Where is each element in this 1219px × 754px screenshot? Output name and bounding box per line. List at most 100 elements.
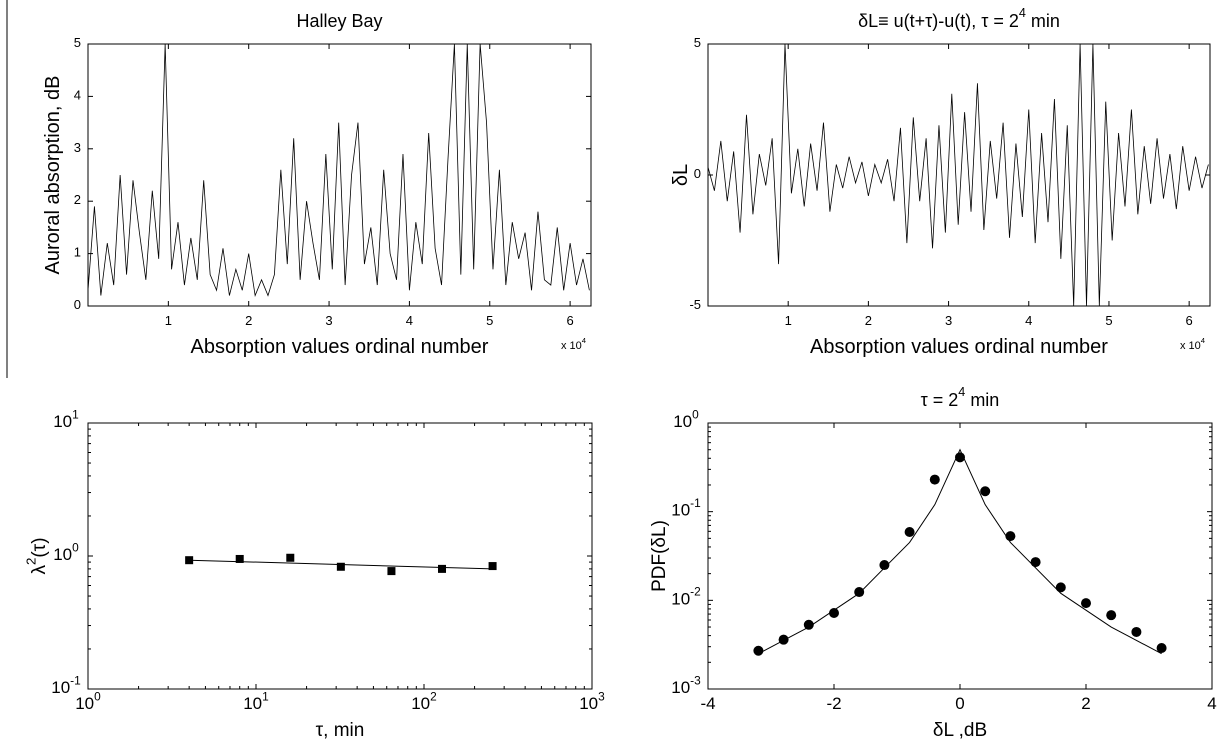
y-tick-label-part: -1	[70, 673, 81, 687]
x-scale-label-part: x 10	[1180, 340, 1201, 352]
y-tick-label-part: -3	[690, 673, 701, 687]
x-tick-label-part: 0	[955, 694, 964, 713]
y-tick-label-part: 10	[51, 678, 70, 697]
y-tick-label: 100	[53, 540, 79, 564]
plot-area	[185, 553, 497, 576]
x-axis-label-part: τ, min	[316, 720, 365, 741]
plot-area	[708, 44, 1209, 306]
x-axis-label: Absorption values ordinal number	[191, 336, 489, 358]
x-tick-label-part: 3	[945, 313, 952, 328]
y-axis-label-part: δL	[670, 164, 692, 186]
chart-title: δL≡ u(t+τ)-u(t), τ = 24 min	[858, 6, 1060, 31]
x-tick-label: 4	[1207, 694, 1216, 713]
x-tick-label-part: 10	[75, 694, 94, 713]
x-tick-label-part: 4	[1025, 313, 1032, 328]
marker-circle	[1156, 643, 1167, 654]
marker-square	[387, 567, 396, 576]
x-axis-label-part: Absorption values ordinal number	[191, 336, 489, 358]
y-tick-label: 1	[74, 245, 81, 260]
x-tick-label-part: 6	[566, 313, 573, 328]
x-scale-label-part: x 10	[561, 340, 582, 352]
x-tick-label: 2	[245, 313, 252, 328]
chart-title-part: τ = 2	[921, 390, 959, 410]
marker-circle	[929, 474, 940, 485]
y-tick-label-part: 10	[53, 545, 72, 564]
y-tick-label-part: -5	[689, 297, 701, 312]
y-tick-label: 10-3	[671, 673, 701, 697]
x-tick-label: 2	[1081, 694, 1090, 713]
data-line	[88, 44, 590, 298]
y-tick-label-part: 0	[692, 407, 699, 421]
x-tick-label: 0	[955, 694, 964, 713]
x-tick-label-part: 1	[785, 313, 792, 328]
marker-circle	[778, 634, 789, 645]
y-tick-label-part: 1	[72, 407, 79, 421]
y-tick-label: 5	[74, 35, 81, 50]
y-tick-label: 2	[74, 193, 81, 208]
y-axis-label-part: PDF(δL)	[649, 520, 670, 592]
marker-circle	[904, 526, 915, 537]
marker-square	[438, 564, 447, 573]
y-tick-label: -5	[689, 297, 701, 312]
x-tick-label: 3	[325, 313, 332, 328]
x-tick-label: 103	[579, 689, 605, 713]
x-tick-label: -4	[700, 694, 715, 713]
marker-circle	[1030, 557, 1041, 568]
y-axis-label: δL	[670, 164, 692, 186]
y-tick-label: 100	[673, 407, 699, 431]
plot-area	[753, 448, 1167, 656]
marker-square	[235, 554, 244, 563]
x-tick-label: 4	[406, 313, 413, 328]
marker-circle	[753, 645, 764, 656]
y-tick-label: 10-2	[671, 585, 701, 609]
x-tick-label: 102	[411, 689, 437, 713]
x-tick-label-part: 0	[94, 689, 101, 703]
x-tick-label-part: 10	[411, 694, 430, 713]
chart-title-part: 4	[958, 385, 965, 399]
x-tick-label-part: 4	[1207, 694, 1216, 713]
chart-title: τ = 24 min	[921, 385, 1000, 410]
x-tick-label-part: -2	[826, 694, 841, 713]
marker-circle	[980, 486, 991, 497]
plot-frame	[707, 422, 1213, 690]
y-tick-label: 5	[694, 35, 701, 50]
x-tick-label-part: 2	[1081, 694, 1090, 713]
x-tick-label: 100	[75, 689, 101, 713]
x-scale-label-part: 4	[1201, 336, 1206, 345]
y-tick-label-part: 5	[74, 35, 81, 50]
y-tick-label-part: 3	[74, 140, 81, 155]
x-tick-label-part: 3	[325, 313, 332, 328]
x-tick-label: 4	[1025, 313, 1032, 328]
x-tick-label: 5	[1105, 313, 1112, 328]
y-axis-label-part: 2	[23, 558, 38, 565]
x-tick-label-part: -4	[700, 694, 715, 713]
x-tick-label: 1	[785, 313, 792, 328]
y-axis-label: λ2(τ)	[23, 537, 50, 574]
y-tick-label: 0	[694, 166, 701, 181]
chart-title-part: 4	[1019, 6, 1026, 20]
marker-circle	[803, 619, 814, 630]
x-scale-label: x 104	[1180, 336, 1206, 352]
x-tick-label: 2	[865, 313, 872, 328]
y-tick-label-part: 10	[673, 412, 692, 431]
y-tick-label-part: 10	[53, 412, 72, 431]
x-tick-label: 6	[1186, 313, 1193, 328]
x-tick-label: 6	[566, 313, 573, 328]
chart-title-part: δL≡ u(t+τ)-u(t), τ = 2	[858, 11, 1019, 31]
y-axis-label-part: λ	[29, 565, 50, 575]
x-tick-label-part: 1	[165, 313, 172, 328]
y-tick-label-part: 0	[694, 166, 701, 181]
chart-title: Halley Bay	[296, 11, 382, 31]
y-tick-label: 3	[74, 140, 81, 155]
y-tick-label-part: 4	[74, 88, 81, 103]
plot-area	[88, 44, 590, 298]
chart-title-part: min	[1026, 11, 1060, 31]
marker-circle	[1081, 598, 1091, 609]
x-tick-label-part: 6	[1186, 313, 1193, 328]
y-tick-label: 4	[74, 88, 81, 103]
x-tick-label-part: 2	[865, 313, 872, 328]
y-tick-label-part: 0	[74, 297, 81, 312]
x-tick-label-part: 3	[598, 689, 605, 703]
